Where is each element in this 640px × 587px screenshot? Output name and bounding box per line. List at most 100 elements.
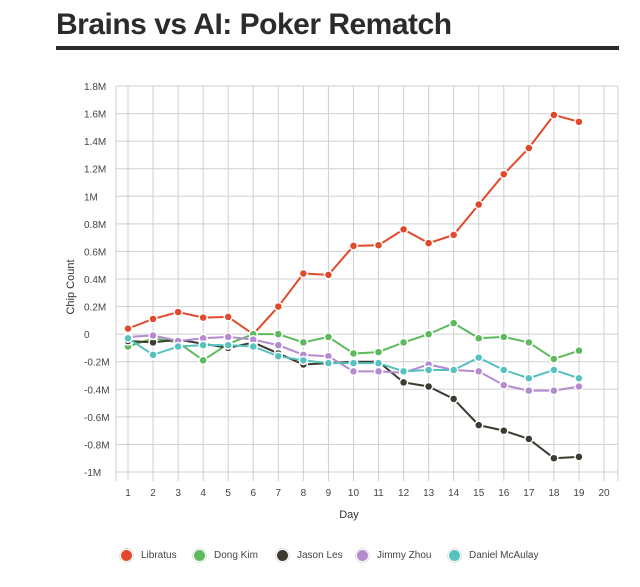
data-point	[373, 347, 384, 357]
data-point	[123, 323, 133, 334]
data-point	[198, 312, 208, 323]
data-point	[448, 318, 459, 328]
x-tick-label: 7	[276, 488, 282, 499]
x-tick-label: 18	[548, 488, 560, 499]
data-point	[423, 365, 434, 375]
x-tick-label: 4	[200, 488, 206, 499]
data-point	[499, 380, 509, 390]
legend-item: Daniel McAulay	[448, 549, 538, 562]
legend-swatch	[448, 549, 461, 562]
y-tick-label: 1M	[84, 192, 98, 203]
x-tick-label: 14	[448, 488, 460, 499]
legend-item: Dong Kim	[193, 549, 258, 562]
data-point	[348, 366, 359, 377]
data-point	[549, 385, 559, 396]
x-tick-label: 16	[498, 488, 510, 499]
x-tick-label: 2	[150, 488, 156, 499]
y-tick-label: 0.4M	[84, 275, 106, 286]
y-tick-label: 1.6M	[84, 110, 106, 121]
data-point	[298, 337, 309, 348]
legend-swatch	[120, 549, 133, 562]
legend-label: Daniel McAulay	[469, 550, 539, 561]
title-underline	[56, 46, 619, 50]
legend-label: Jimmy Zhou	[377, 550, 432, 561]
data-point	[148, 314, 158, 324]
data-point	[373, 240, 384, 250]
x-tick-label: 1	[125, 488, 131, 499]
series-lines	[123, 110, 584, 463]
data-point	[473, 352, 484, 363]
legend-label: Jason Les	[297, 550, 343, 561]
x-tick-label: 8	[301, 488, 307, 499]
y-tick-label: -0.8M	[84, 440, 110, 451]
data-point	[273, 351, 284, 361]
data-point	[499, 365, 509, 375]
legend-item: Jimmy Zhou	[356, 549, 431, 562]
data-point	[248, 341, 259, 352]
y-tick-label: -1M	[84, 468, 101, 479]
data-point	[398, 377, 409, 388]
data-point	[549, 354, 559, 364]
data-point	[398, 337, 409, 348]
data-point	[423, 238, 434, 248]
data-point	[298, 268, 309, 279]
series-daniel-mcaulay	[123, 333, 584, 384]
legend-swatch	[356, 549, 369, 562]
y-tick-label: 0.6M	[84, 247, 106, 258]
x-tick-label: 17	[523, 488, 535, 499]
data-point	[398, 366, 409, 377]
y-tick-label: 1.4M	[84, 137, 106, 148]
data-point	[373, 366, 384, 377]
x-tick-label: 11	[373, 488, 384, 499]
legend-item: Libratus	[120, 549, 177, 562]
data-point	[524, 434, 534, 444]
data-point	[549, 110, 559, 120]
y-tick-label: 1.8M	[84, 82, 106, 93]
data-point	[574, 117, 584, 127]
line-chart: 1.8M 1.6M 1.4M 1.2M 1M 0.8M 0.6M 0.4M 0.2M 0 -0.2M…	[65, 82, 619, 521]
data-point	[323, 270, 334, 280]
data-point	[123, 333, 133, 344]
x-tick-label: 5	[225, 488, 231, 499]
x-tick-label: 12	[398, 488, 410, 499]
data-point	[198, 340, 208, 350]
data-point	[524, 143, 534, 153]
data-point	[273, 301, 284, 312]
data-point	[323, 332, 334, 342]
y-tick-label: 1.2M	[84, 165, 106, 176]
data-point	[223, 332, 233, 342]
data-point	[574, 381, 584, 392]
data-point	[423, 329, 434, 339]
x-axis-label: Day	[339, 509, 359, 521]
data-point	[223, 340, 233, 350]
data-point	[549, 365, 559, 375]
data-point	[273, 329, 284, 339]
y-tick-label: -0.6M	[84, 413, 110, 424]
y-tick-label: 0.8M	[84, 220, 106, 231]
y-tick-label: 0	[84, 330, 90, 341]
x-tick-labels: 1 2 3 4 5 6 7 8 9 10 11 12 13 14 15 16 17 18 19 20	[125, 488, 610, 499]
data-point	[448, 365, 459, 375]
data-point	[373, 358, 384, 368]
x-tick-label: 9	[326, 488, 332, 499]
x-tick-label: 10	[348, 488, 360, 499]
data-point	[148, 350, 158, 360]
data-point	[574, 373, 584, 384]
y-tick-labels: 1.8M 1.6M 1.4M 1.2M 1M 0.8M 0.6M 0.4M 0.2M 0 -0.2M…	[84, 82, 110, 479]
data-point	[448, 394, 459, 404]
y-tick-label: -0.2M	[84, 358, 110, 369]
y-tick-label: -0.4M	[84, 385, 110, 396]
legend-swatch	[276, 549, 289, 562]
legend-label: Dong Kim	[214, 550, 258, 561]
data-point	[473, 199, 484, 210]
x-tick-label: 6	[250, 488, 256, 499]
data-point	[524, 373, 534, 384]
data-point	[473, 420, 484, 430]
data-point	[173, 307, 183, 317]
x-tick-label: 20	[598, 488, 610, 499]
x-tick-label: 13	[423, 488, 435, 499]
data-point	[198, 355, 208, 366]
x-tick-label: 3	[175, 488, 181, 499]
data-point	[348, 348, 359, 359]
legend: Libratus Dong Kim Jason Les Jimmy Zhou Danie…	[0, 549, 640, 569]
